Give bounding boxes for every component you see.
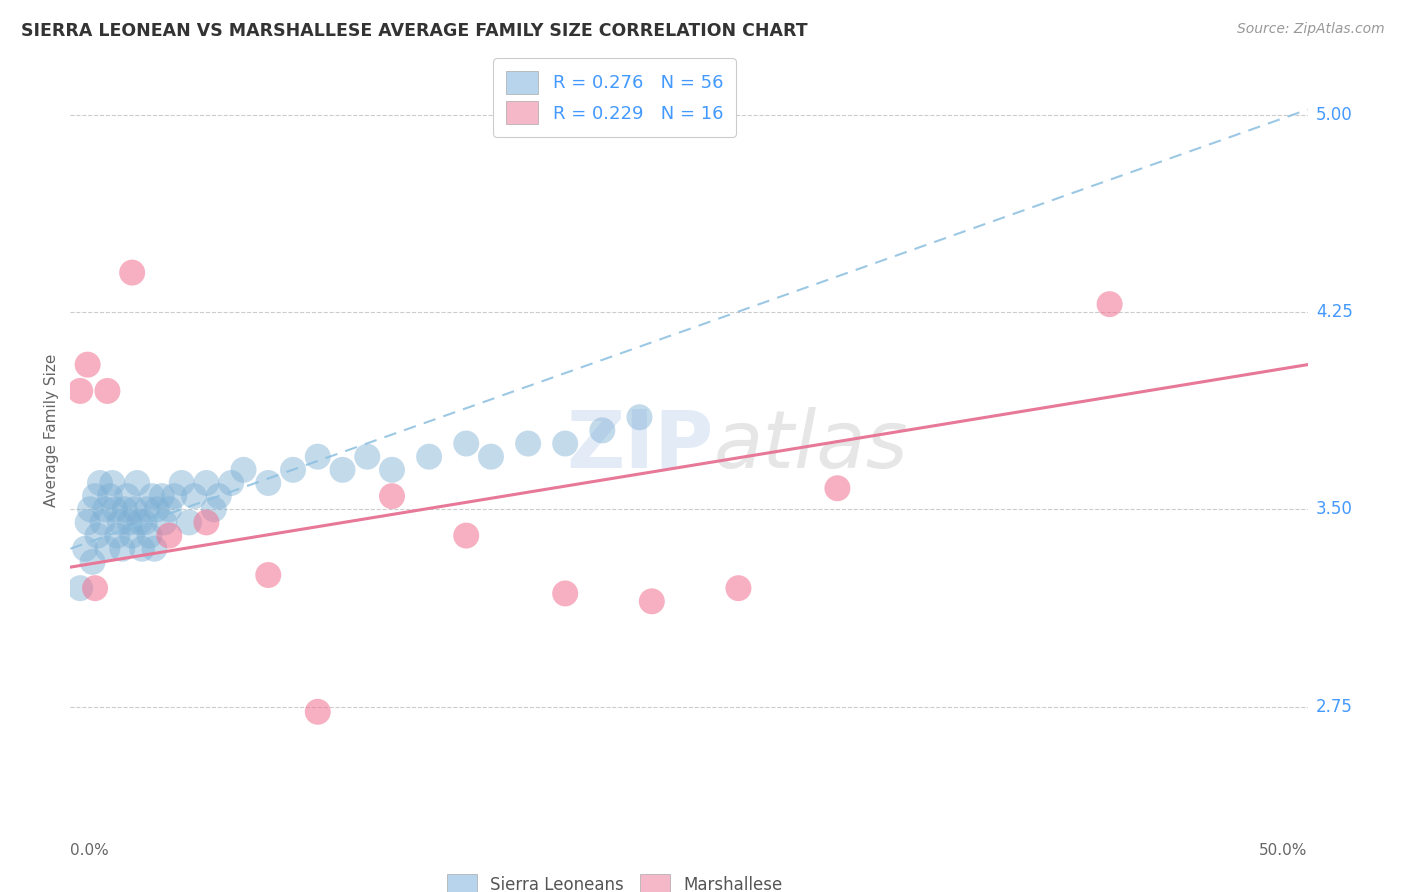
Text: ZIP: ZIP [567,407,714,484]
Point [177,516,200,530]
Point [554,586,576,600]
Point [257,568,280,582]
Point [104,502,127,516]
Point [381,489,404,503]
Point [195,516,218,530]
Point [456,528,478,542]
Point [157,502,180,516]
Text: 2.75: 2.75 [1316,698,1353,715]
Text: 0.0%: 0.0% [70,843,110,858]
Point [82,555,104,569]
Point [131,541,153,556]
Point [96,541,118,556]
Point [121,528,143,542]
Point [150,489,173,503]
Point [69,581,91,595]
Point [79,502,101,516]
Point [94,502,117,516]
Point [827,481,849,495]
Point [281,463,304,477]
Point [121,266,143,280]
Point [146,502,169,516]
Point [141,489,163,503]
Point [418,450,440,464]
Point [76,516,98,530]
Point [153,516,176,530]
Point [84,489,107,503]
Point [84,581,107,595]
Point [134,516,156,530]
Point [114,502,136,516]
Point [111,541,134,556]
Point [208,489,231,503]
Point [128,516,150,530]
Point [115,489,138,503]
Point [202,502,225,516]
Point [195,475,218,490]
Point [183,489,205,503]
Point [124,502,146,516]
Point [118,516,141,530]
Point [91,516,114,530]
Point [138,528,160,542]
Text: SIERRA LEONEAN VS MARSHALLESE AVERAGE FAMILY SIZE CORRELATION CHART: SIERRA LEONEAN VS MARSHALLESE AVERAGE FA… [21,22,807,40]
Text: 50.0%: 50.0% [1260,843,1308,858]
Point [108,516,131,530]
Point [69,384,91,398]
Text: 5.00: 5.00 [1316,106,1353,124]
Point [86,528,108,542]
Point [105,528,128,542]
Point [517,436,540,450]
Point [163,489,186,503]
Point [96,384,118,398]
Point [332,463,354,477]
Point [76,358,98,372]
Point [101,475,124,490]
Legend: Sierra Leoneans, Marshallese: Sierra Leoneans, Marshallese [434,862,794,892]
Point [727,581,749,595]
Point [456,436,478,450]
Point [98,489,121,503]
Point [89,475,111,490]
Point [136,502,159,516]
Point [307,450,329,464]
Point [628,410,651,425]
Point [170,475,193,490]
Point [1098,297,1121,311]
Text: 3.50: 3.50 [1316,500,1353,518]
Point [232,463,254,477]
Point [381,463,404,477]
Point [157,528,180,542]
Point [257,475,280,490]
Point [554,436,576,450]
Y-axis label: Average Family Size: Average Family Size [44,354,59,507]
Point [641,594,664,608]
Point [591,424,613,438]
Point [219,475,242,490]
Text: atlas: atlas [714,407,908,484]
Point [356,450,378,464]
Point [307,705,329,719]
Point [75,541,97,556]
Text: 4.25: 4.25 [1316,303,1353,321]
Point [479,450,502,464]
Text: Source: ZipAtlas.com: Source: ZipAtlas.com [1237,22,1385,37]
Point [127,475,149,490]
Point [143,541,166,556]
